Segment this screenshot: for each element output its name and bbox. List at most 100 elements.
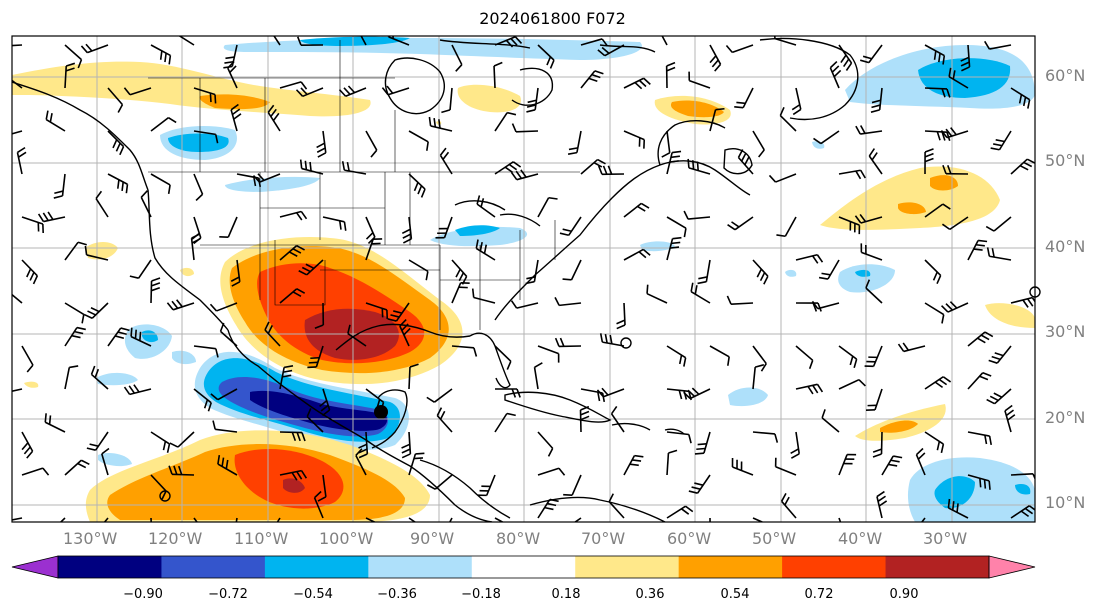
lon-label-60w: 60°W <box>667 529 712 548</box>
wind-barb <box>838 345 858 369</box>
wind-barb <box>709 345 730 366</box>
wind-barb <box>169 431 195 448</box>
wind-barb <box>573 517 582 522</box>
wind-barb <box>941 216 969 231</box>
wind-barb <box>774 457 797 476</box>
wind-barb <box>64 365 79 390</box>
lon-label-130w: 130°W <box>63 529 118 548</box>
wind-barb <box>279 244 305 261</box>
wind-barb <box>623 248 651 261</box>
colorbar-segment <box>368 556 473 578</box>
wind-barb <box>358 431 369 459</box>
wind-barb <box>525 259 539 285</box>
colorbar-tick-label: −0.54 <box>293 587 333 602</box>
wind-barb <box>267 104 281 132</box>
wind-barb <box>687 158 711 175</box>
wind-barb <box>37 211 66 223</box>
wind-barb <box>795 253 824 264</box>
wind-barb <box>567 130 582 155</box>
wind-barb <box>317 474 327 502</box>
wind-barb <box>341 161 367 175</box>
lon-label-110w: 110°W <box>234 529 289 548</box>
wind-barb <box>537 467 566 476</box>
wind-barb <box>86 431 109 451</box>
wind-barb <box>924 259 942 285</box>
wind-barb <box>279 365 294 390</box>
wind-barb <box>838 453 857 476</box>
wind-barb <box>924 87 951 98</box>
wind-barb <box>1010 158 1035 175</box>
wind-barb <box>193 517 198 522</box>
colorbar-tick-label: 0.36 <box>635 587 665 602</box>
wind-barb <box>580 38 609 47</box>
lon-label-70w: 70°W <box>581 529 626 548</box>
wind-barb <box>355 448 367 476</box>
wind-barb <box>779 106 797 132</box>
wind-barb <box>709 44 722 72</box>
wind-barb <box>365 216 376 245</box>
wind-barb <box>103 517 109 522</box>
wind-barb <box>855 125 883 135</box>
wind-barb <box>795 383 824 395</box>
wind-barb <box>666 431 692 444</box>
wind-barb <box>610 406 625 433</box>
wind-barb <box>426 474 453 490</box>
wind-barb <box>150 44 172 65</box>
gridlines <box>12 36 1035 522</box>
wind-barb <box>709 107 725 132</box>
wind-barb <box>579 405 590 433</box>
wind-barb <box>279 469 308 481</box>
wind-barb <box>130 327 152 347</box>
wind-barb <box>168 465 195 476</box>
wind-barb <box>915 447 926 476</box>
wind-barb <box>273 36 281 46</box>
wind-barb <box>264 321 281 347</box>
wind-barb <box>737 149 754 175</box>
wind-barb <box>562 259 582 281</box>
lon-label-90w: 90°W <box>410 529 455 548</box>
wind-barb <box>876 490 888 519</box>
wind-barb <box>451 281 470 304</box>
wind-barb <box>441 87 453 114</box>
wind-barb <box>967 371 992 390</box>
wind-barb <box>688 474 711 494</box>
wind-barb <box>21 216 44 234</box>
wind-barb <box>537 498 559 519</box>
wind-barb <box>596 387 625 398</box>
wind-barb <box>683 387 711 400</box>
wind-barb <box>1010 505 1035 519</box>
wind-barb <box>64 44 83 69</box>
wind-barb <box>428 116 453 132</box>
wind-barb <box>53 173 66 199</box>
wind-barb <box>212 420 238 433</box>
wind-barb <box>451 345 478 357</box>
wind-barb <box>448 517 453 522</box>
wind-barb <box>365 388 385 412</box>
colorbar-outline <box>57 555 990 579</box>
wind-barb <box>365 238 383 261</box>
wind-barb <box>401 216 413 244</box>
wind-barb <box>924 203 951 218</box>
wind-barbs <box>12 36 1035 522</box>
wind-barb <box>150 116 177 132</box>
colorbar-segment <box>885 556 990 578</box>
colorbar-segment <box>678 556 783 578</box>
wind-barb <box>219 322 238 347</box>
wind-barb <box>897 342 926 353</box>
wind-barb <box>838 216 861 235</box>
wind-barb <box>940 127 969 139</box>
wind-barb <box>494 412 516 433</box>
wind-barb <box>924 302 945 324</box>
wind-barb <box>64 459 90 476</box>
wind-barb <box>299 159 324 175</box>
wind-barb <box>776 216 797 238</box>
wind-barb <box>752 259 769 285</box>
wind-barb <box>1004 404 1016 433</box>
wind-barb <box>768 173 797 183</box>
wind-barb <box>227 61 238 89</box>
colorbar-segment <box>575 556 680 578</box>
wind-barb <box>21 259 39 285</box>
wind-barb <box>322 216 347 231</box>
